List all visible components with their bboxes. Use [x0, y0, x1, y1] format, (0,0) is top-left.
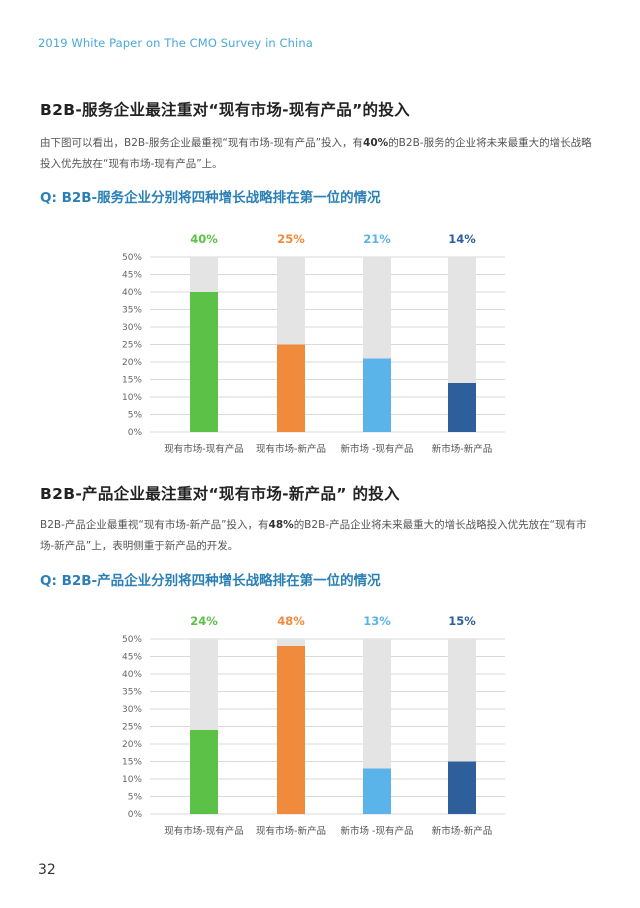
data-label: 25% — [277, 232, 305, 246]
x-tick-label: 现有市场-新产品 — [256, 825, 326, 837]
y-tick-label: 15% — [122, 758, 142, 768]
bar — [363, 358, 391, 432]
y-tick-label: 0% — [128, 810, 143, 820]
x-tick-label: 现有市场-新产品 — [256, 443, 326, 455]
section-heading-products: B2B-产品企业最注重对“现有市场-新产品” 的投入 — [40, 485, 400, 503]
y-tick-label: 15% — [122, 376, 142, 386]
x-tick-label: 新市场-新产品 — [432, 443, 492, 455]
data-label: 14% — [448, 232, 476, 246]
y-tick-label: 45% — [122, 271, 142, 281]
text-highlight: 40% — [363, 137, 389, 149]
y-tick-label: 50% — [122, 635, 142, 645]
data-label: 15% — [448, 614, 476, 628]
chart-title-products: Q: B2B-产品企业分别将四种增长战略排在第一位的情况 — [40, 573, 381, 589]
bar — [448, 383, 476, 432]
y-tick-label: 35% — [122, 688, 142, 698]
text-part: 的B2B-服务的企业将未来最重大的增长战略投入优先放在“现有市场-现有产品”上。 — [40, 137, 592, 170]
bar — [190, 292, 218, 432]
bar — [448, 761, 476, 814]
section-text-products: B2B-产品企业最重视“现有市场-新产品”投入，有48%的B2B-产品企业将未来… — [40, 515, 600, 557]
page-number: 32 — [38, 862, 56, 878]
bar — [190, 730, 218, 814]
data-label: 13% — [363, 614, 391, 628]
x-tick-label: 现有市场-现有产品 — [164, 825, 243, 837]
x-tick-label: 新市场 -现有产品 — [341, 825, 414, 837]
data-label: 48% — [277, 614, 305, 628]
y-tick-label: 45% — [122, 653, 142, 663]
y-tick-label: 50% — [122, 253, 142, 263]
section-text-services: 由下图可以看出，B2B-服务企业最重视“现有市场-现有产品”投入，有40%的B2… — [40, 133, 600, 175]
y-tick-label: 10% — [122, 393, 142, 403]
text-part: 的B2B-产品企业将未来最重大的增长战略投入优先放在“现有市场-新产品”上，表明… — [40, 519, 587, 552]
bar — [363, 768, 391, 814]
y-tick-label: 20% — [122, 358, 142, 368]
y-tick-label: 35% — [122, 306, 142, 316]
bar-chart-products: 0% 5% 10% 15% 20% 25% 30% 35% 40% 45% 50% 24% 现有市场-现… — [122, 614, 505, 837]
text-highlight: 48% — [268, 519, 294, 531]
y-tick-label: 25% — [122, 723, 142, 733]
y-tick-label: 20% — [122, 740, 142, 750]
x-tick-label: 现有市场-现有产品 — [164, 443, 243, 455]
y-tick-label: 30% — [122, 705, 142, 715]
x-tick-label: 新市场 -现有产品 — [341, 443, 414, 455]
y-tick-label: 10% — [122, 775, 142, 785]
y-tick-label: 5% — [128, 793, 143, 803]
data-label: 21% — [363, 232, 391, 246]
section-heading-services: B2B-服务企业最注重对“现有市场-现有产品”的投入 — [40, 101, 410, 119]
data-label: 40% — [190, 232, 218, 246]
y-tick-label: 30% — [122, 323, 142, 333]
y-tick-label: 25% — [122, 341, 142, 351]
x-tick-label: 新市场-新产品 — [432, 825, 492, 837]
bar — [277, 646, 305, 814]
text-part: 由下图可以看出，B2B-服务企业最重视“现有市场-现有产品”投入，有 — [40, 137, 364, 149]
y-tick-label: 5% — [128, 411, 143, 421]
bar-chart-services: 0% 5% 10% 15% 20% 25% 30% 35% 40% 45% 50% 40% 现有市场-现… — [122, 232, 505, 455]
y-tick-label: 40% — [122, 288, 142, 298]
bar — [277, 344, 305, 432]
y-tick-label: 0% — [128, 428, 143, 438]
data-label: 24% — [190, 614, 218, 628]
header-title: 2019 White Paper on The CMO Survey in Ch… — [38, 36, 313, 50]
chart-title-services: Q: B2B-服务企业分别将四种增长战略排在第一位的情况 — [40, 190, 381, 206]
y-tick-label: 40% — [122, 670, 142, 680]
text-part: B2B-产品企业最重视“现有市场-新产品”投入，有 — [40, 519, 269, 531]
